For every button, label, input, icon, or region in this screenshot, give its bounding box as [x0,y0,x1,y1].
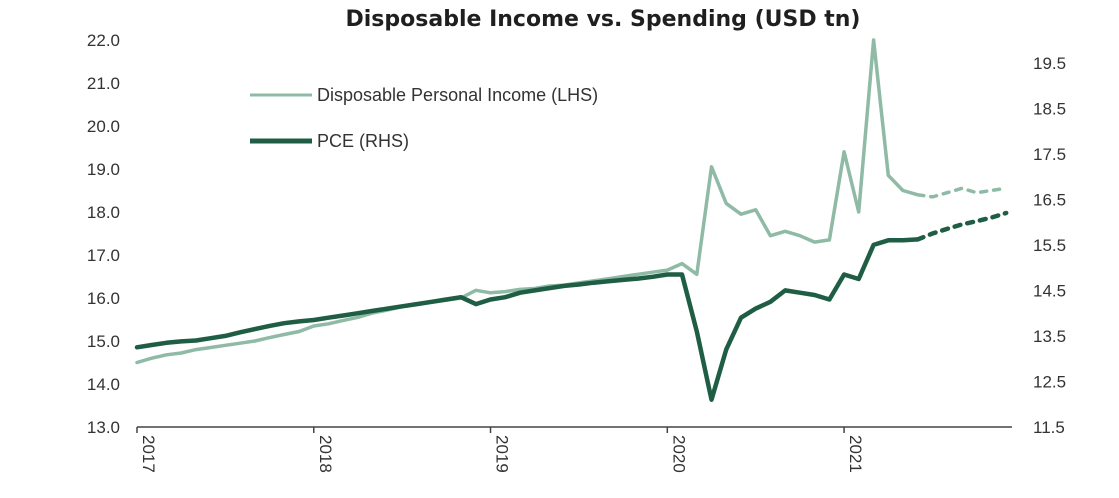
legend: Disposable Personal Income (LHS) PCE (RH… [250,85,598,151]
right-tick-label: 15.5 [1033,236,1066,255]
right-axis-ticks: 19.5 18.5 17.5 16.5 15.5 14.5 13.5 12.5 11.5 [1033,54,1066,437]
x-tick-label: 2019 [493,435,512,473]
chart-title: Disposable Income vs. Spending (USD tn) [346,7,861,32]
left-tick-label: 20.0 [87,117,120,136]
left-tick-label: 13.0 [87,418,120,437]
x-tick-label: 2018 [316,435,335,473]
left-axis-ticks: 22.0 21.0 20.0 19.0 18.0 17.0 16.0 15.0 14.0 13.0 [87,31,120,437]
x-tick-label: 2021 [846,435,865,473]
left-tick-label: 21.0 [87,74,120,93]
series-line-income [135,38,920,365]
x-axis-ticks: 2017 2018 2019 2020 2021 [136,427,865,473]
x-tick-label: 2017 [139,435,158,473]
left-tick-label: 19.0 [87,160,120,179]
right-tick-label: 17.5 [1033,145,1066,164]
series-layer [134,38,1009,402]
left-tick-label: 16.0 [87,289,120,308]
left-tick-label: 15.0 [87,332,120,351]
right-tick-label: 12.5 [1033,372,1066,391]
forecast-line-income [916,186,1008,199]
legend-label-income: Disposable Personal Income (LHS) [317,85,598,105]
right-tick-label: 13.5 [1033,327,1066,346]
right-tick-label: 16.5 [1033,190,1066,209]
right-tick-label: 11.5 [1033,418,1065,437]
left-tick-label: 17.0 [87,246,120,265]
series-line-pce [134,237,921,402]
left-tick-label: 22.0 [87,31,120,50]
left-tick-label: 14.0 [87,375,120,394]
right-tick-label: 14.5 [1033,281,1066,300]
x-tick-label: 2020 [669,435,688,473]
forecast-line-pce [915,210,1009,242]
legend-label-pce: PCE (RHS) [317,131,409,151]
right-tick-label: 18.5 [1033,99,1066,118]
left-tick-label: 18.0 [87,203,120,222]
right-tick-label: 19.5 [1033,54,1066,73]
